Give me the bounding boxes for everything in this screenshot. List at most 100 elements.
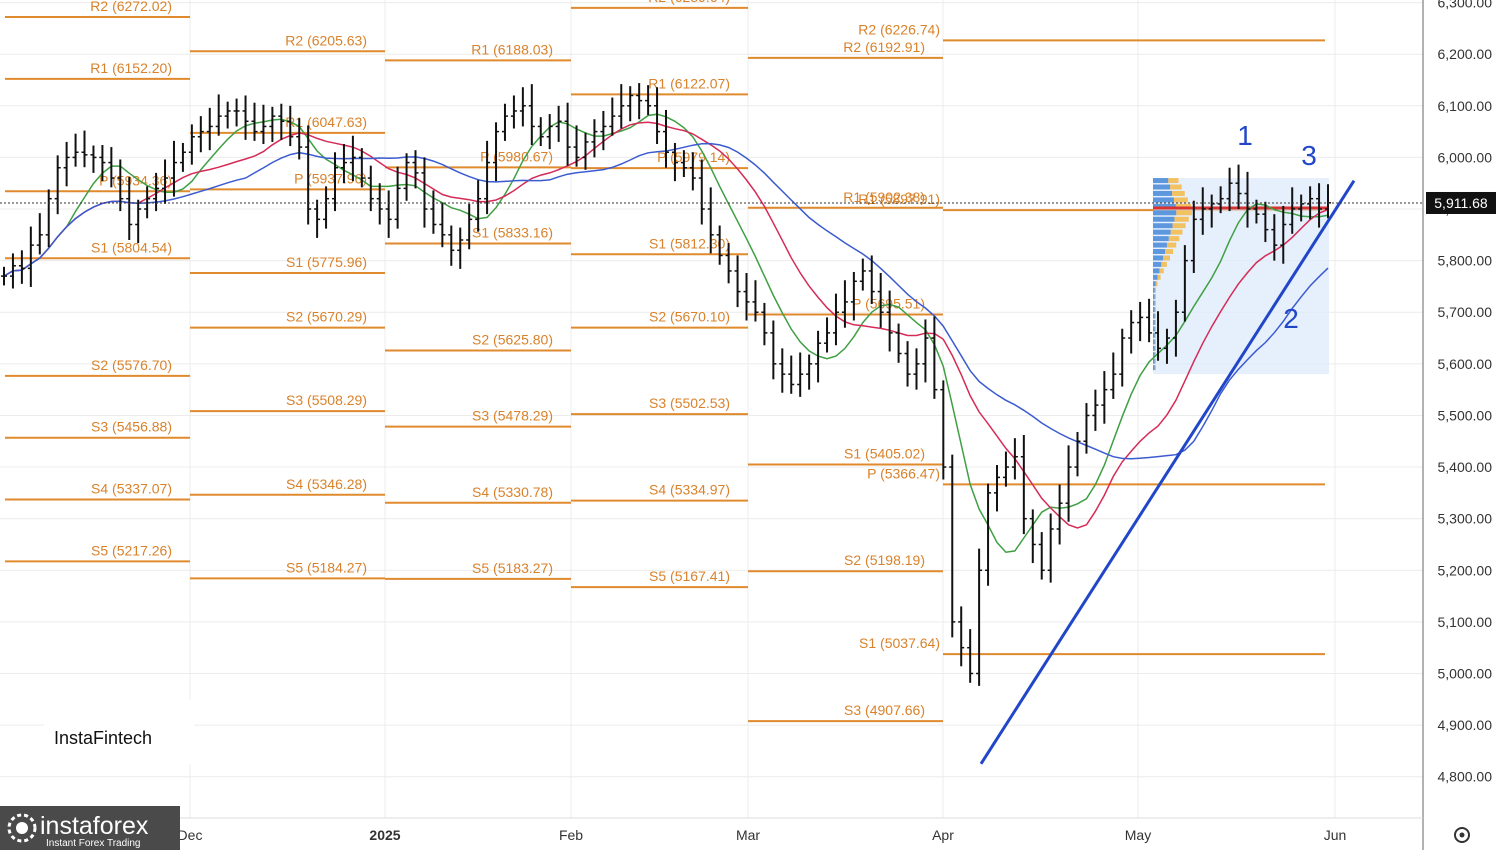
- ohlc-bar: [573, 125, 580, 167]
- ohlc-bar: [698, 159, 705, 225]
- profile-bar: [1153, 197, 1174, 203]
- ohlc-bar: [985, 483, 992, 586]
- profile-bar: [1153, 352, 1155, 358]
- ohlc-bar: [976, 548, 983, 686]
- ohlc-bar: [493, 122, 500, 182]
- ohlc-bar: [421, 157, 428, 228]
- profile-bar: [1153, 210, 1177, 216]
- profile-bar: [1153, 216, 1175, 222]
- ohlc-bar: [135, 199, 142, 244]
- profile-bar: [1163, 255, 1170, 261]
- ohlc-bar: [233, 98, 240, 127]
- pivot-label: S5 (5167.41): [649, 568, 730, 584]
- instaforex-logo-icon: [7, 813, 37, 843]
- pivot-label: S1 (5405.02): [844, 445, 925, 461]
- ohlc-bar: [868, 255, 875, 304]
- ohlc-bar: [412, 150, 419, 189]
- profile-bar: [1173, 197, 1188, 203]
- ohlc-bar: [949, 454, 956, 638]
- profile-bar: [1154, 365, 1156, 371]
- pivot-label: S3 (5478.29): [472, 408, 553, 424]
- ohlc-bar: [278, 103, 285, 140]
- ohlc-bar: [296, 118, 303, 160]
- ohlc-bar: [1289, 187, 1296, 234]
- ohlc-bar: [1316, 183, 1323, 228]
- ohlc-bar: [725, 243, 732, 284]
- ohlc-bar: [913, 348, 920, 390]
- profile-bar: [1154, 307, 1156, 313]
- gear-icon[interactable]: [1454, 827, 1470, 843]
- profile-bar: [1154, 358, 1156, 364]
- ohlc-bar: [1074, 431, 1081, 477]
- ohlc-bar: [877, 273, 884, 328]
- ohlc-bar: [555, 105, 562, 142]
- pivot-label: S3 (5502.53): [649, 395, 730, 411]
- profile-bar: [1153, 294, 1155, 300]
- profile-bar: [1154, 313, 1156, 319]
- time-tick-label: 2025: [369, 827, 400, 843]
- ohlc-bar: [1038, 532, 1045, 580]
- profile-bar: [1157, 274, 1161, 280]
- ohlc-bar: [1, 266, 7, 286]
- price-tick-label: 4,800.00: [1438, 769, 1493, 785]
- profile-bar: [1154, 287, 1156, 293]
- ohlc-bar: [1146, 298, 1153, 343]
- ohlc-bar: [824, 317, 831, 353]
- ohlc-bar: [108, 147, 115, 188]
- ohlc-bar: [1190, 200, 1197, 274]
- ohlc-bar: [448, 225, 455, 266]
- ohlc-bar: [895, 323, 902, 363]
- pivot-label: S4 (5337.07): [91, 481, 172, 497]
- time-tick-label: Jun: [1324, 827, 1347, 843]
- ohlc-bar: [663, 109, 669, 168]
- ohlc-bar: [994, 464, 1000, 512]
- wave-label: 3: [1301, 140, 1317, 171]
- support-trendline: [979, 179, 1356, 765]
- ohlc-bar: [1217, 186, 1224, 214]
- ohlc-bar: [1181, 245, 1188, 322]
- price-tick-label: 5,800.00: [1438, 253, 1493, 269]
- pivot-label: R1 (6122.07): [648, 75, 730, 91]
- profile-bar: [1153, 261, 1162, 267]
- profile-bar: [1154, 339, 1156, 345]
- price-tick-label: 6,100.00: [1438, 98, 1493, 114]
- ohlc-bar: [385, 190, 392, 238]
- price-tick-label: 5,500.00: [1438, 407, 1493, 423]
- pivot-label: S4 (5334.97): [649, 482, 730, 498]
- profile-bar: [1168, 236, 1180, 242]
- instafintech-watermark: InstaFintech: [44, 700, 194, 764]
- ohlc-bar: [645, 85, 652, 116]
- profile-bar: [1153, 229, 1171, 235]
- ohlc-bar: [153, 172, 160, 212]
- last-price-badge: [1426, 191, 1496, 214]
- ohlc-bar: [117, 159, 124, 212]
- ohlc-bar: [1119, 328, 1126, 387]
- ohlc-bar: [224, 101, 231, 129]
- ohlc-bar: [931, 316, 938, 399]
- ohlc-bar: [832, 293, 839, 346]
- ohlc-bar: [251, 102, 258, 141]
- price-tick-label: 5,000.00: [1438, 665, 1493, 681]
- ohlc-bar: [1155, 311, 1162, 361]
- profile-bar: [1153, 184, 1171, 190]
- ohlc-bar: [45, 189, 52, 248]
- wave-label: 1: [1237, 120, 1253, 151]
- ohlc-bar: [430, 190, 437, 234]
- ohlc-bar: [269, 106, 276, 142]
- ohlc-bar: [1128, 310, 1135, 354]
- time-tick-label: Feb: [559, 827, 583, 843]
- ohlc-bar: [323, 186, 330, 229]
- pivot-label: R2 (6192.91): [843, 39, 925, 55]
- ohlc-bar: [332, 152, 338, 212]
- profile-bar: [1153, 281, 1156, 287]
- pivot-label: P (5695.51): [852, 296, 925, 312]
- ohlc-bar: [340, 143, 347, 184]
- ohlc-bar: [770, 320, 777, 380]
- ohlc-bar: [922, 319, 929, 383]
- profile-bar: [1168, 178, 1179, 184]
- price-tick-label: 5,600.00: [1438, 356, 1493, 372]
- profile-bar: [1153, 287, 1155, 293]
- ohlc-bar: [1002, 451, 1009, 487]
- price-tick-label: 5,100.00: [1438, 614, 1493, 630]
- time-tick-label: Dec: [178, 827, 203, 843]
